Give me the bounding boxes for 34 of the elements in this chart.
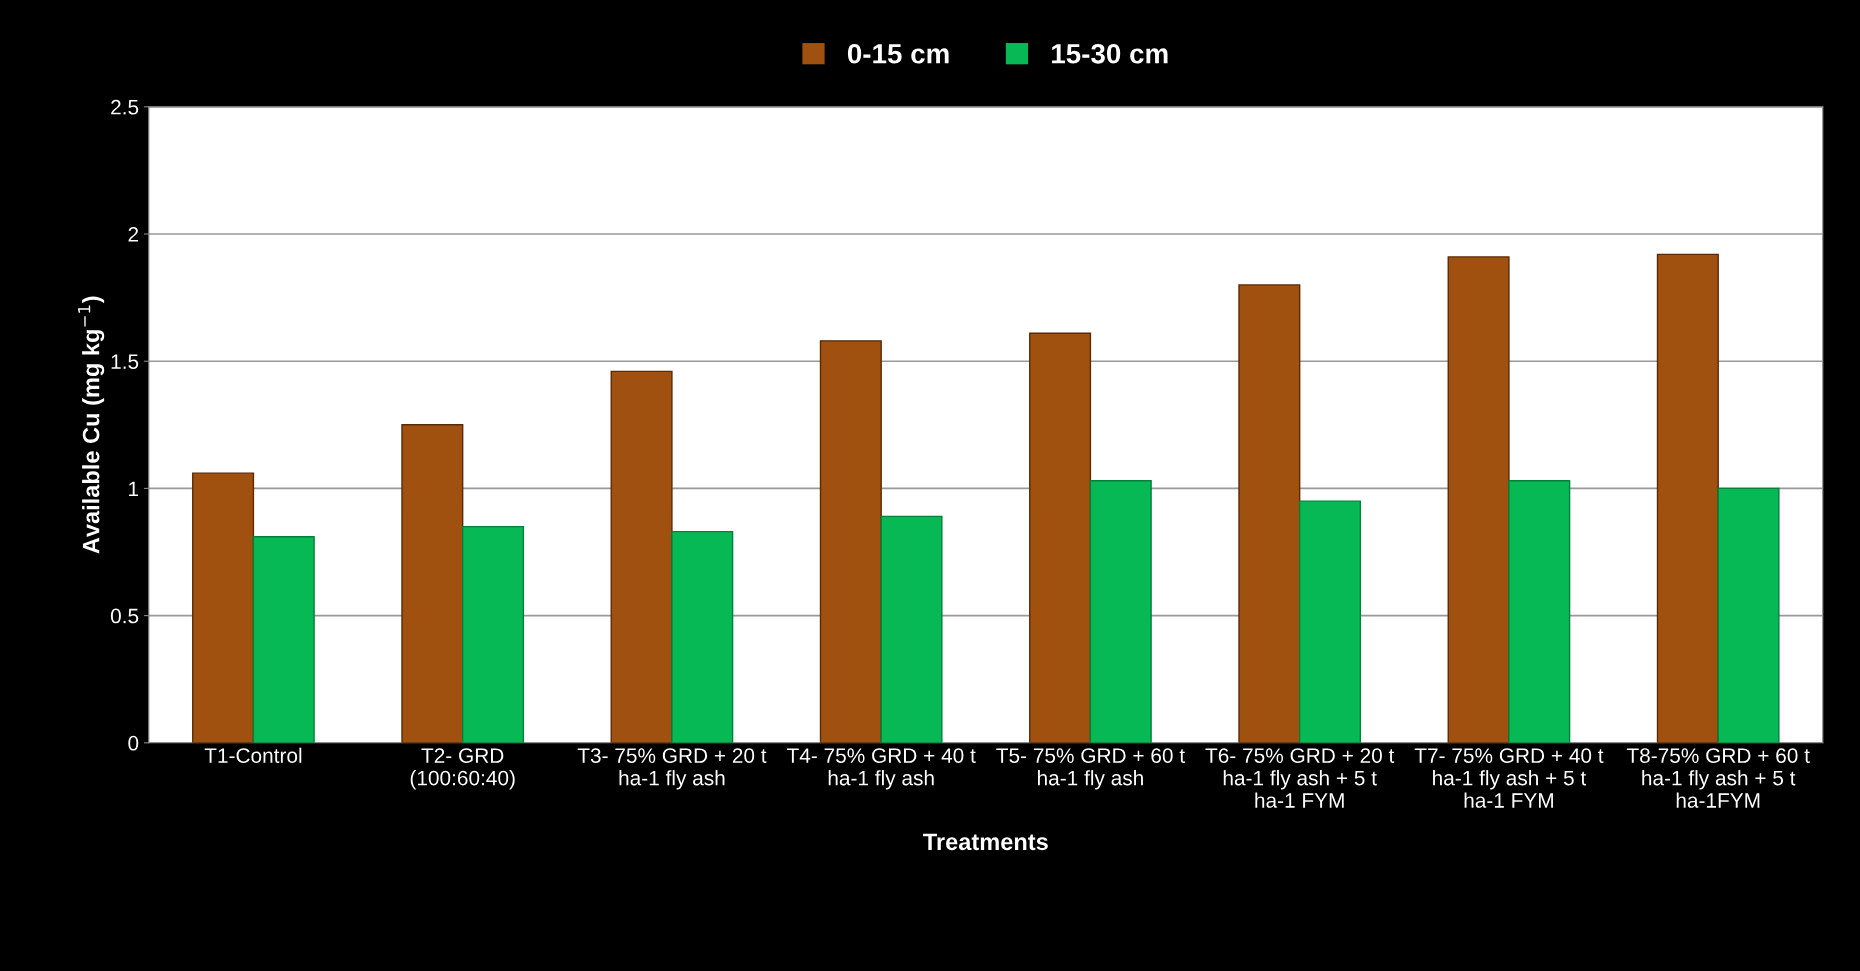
x-tick-label: T1-Control [204, 747, 302, 763]
bar [1447, 256, 1510, 743]
y-tick-label: 1 [129, 481, 139, 496]
bar [252, 536, 315, 743]
legend-label: 0-15 cm [847, 43, 949, 64]
bar [819, 340, 882, 743]
y-tick-label: 0.5 [110, 608, 139, 624]
y-axis-title: Available Cu (mg kg$^{−1}$) [78, 296, 105, 554]
x-axis-title: Treatments [923, 833, 1048, 851]
bar [1089, 480, 1152, 743]
y-tick-label: 0 [128, 735, 139, 751]
bar [461, 525, 525, 743]
bar [1656, 253, 1719, 743]
bar [192, 472, 255, 743]
x-tick-label: T7- 75% GRD + 40 t ha-1 fly ash + 5 t ha-1 FYM [1414, 748, 1604, 808]
bar [610, 370, 673, 743]
bar [671, 530, 734, 743]
x-tick-label: T5- 75% GRD + 60 t ha-1 fly ash [996, 748, 1185, 790]
y-tick-label: 2 [128, 227, 139, 242]
y-tick-label: 2.5 [111, 99, 139, 115]
x-tick-label: T8-75% GRD + 60 t ha-1 fly ash + 5 t ha-1FYM [1626, 748, 1810, 808]
bar [1298, 500, 1362, 743]
x-tick-label: T6- 75% GRD + 20 t ha-1 fly ash + 5 t ha-1 FYM [1205, 748, 1395, 808]
y-tick-label: 1.5 [111, 354, 139, 369]
bar [1029, 332, 1092, 743]
bar [401, 424, 464, 743]
x-tick-label: T4- 75% GRD + 40 t ha-1 fly ash [786, 748, 976, 790]
legend-label: 15-30 cm [1052, 43, 1168, 64]
x-tick-label: T2- GRD (100:60:40) [410, 748, 515, 790]
bar [1717, 487, 1780, 743]
bar [880, 515, 943, 743]
bar [1508, 480, 1571, 743]
x-tick-label: T3- 75% GRD + 20 t ha-1 fly ash [577, 748, 767, 790]
bar [1238, 284, 1301, 743]
